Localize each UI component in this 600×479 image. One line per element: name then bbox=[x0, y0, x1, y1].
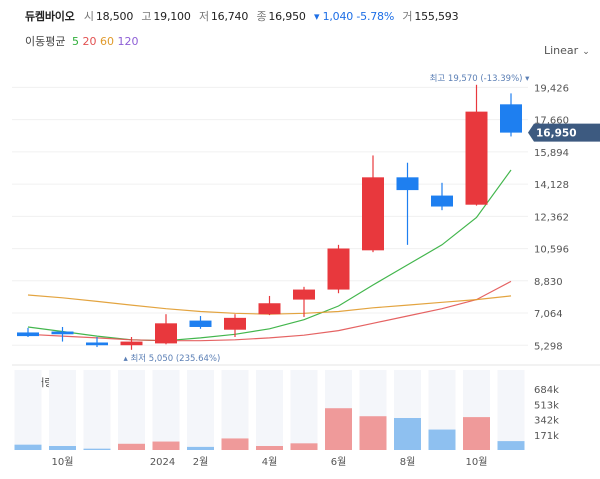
x-axis-tick: 2024 bbox=[150, 457, 175, 468]
candle-body[interactable] bbox=[362, 177, 384, 251]
x-axis-tick: 8월 bbox=[400, 456, 416, 468]
candle-body[interactable] bbox=[293, 289, 315, 300]
volume-column-bg bbox=[118, 370, 145, 450]
candle-body[interactable] bbox=[500, 104, 522, 133]
price-axis-tick: 7,064 bbox=[534, 309, 563, 320]
price-axis-tick: 10,596 bbox=[534, 245, 569, 256]
candle-body[interactable] bbox=[189, 320, 212, 327]
volume-bar[interactable] bbox=[497, 441, 525, 450]
volume-bar[interactable] bbox=[187, 446, 214, 450]
volume-axis-tick: 171k bbox=[534, 431, 559, 442]
low-price-annotation: ▴ 최저 5,050 (235.64%) bbox=[124, 353, 221, 364]
scale-mode-dropdown[interactable]: Linear ⌄ bbox=[544, 44, 590, 57]
open-label: 시 bbox=[83, 10, 94, 23]
volume-value: 155,593 bbox=[414, 10, 459, 23]
candle-body[interactable] bbox=[86, 342, 108, 346]
candle-body[interactable] bbox=[258, 303, 281, 315]
volume-label: 거 bbox=[402, 10, 413, 23]
ma-20-line bbox=[27, 280, 512, 342]
close-value: 16,950 bbox=[268, 10, 306, 23]
volume-bar[interactable] bbox=[83, 448, 111, 450]
x-axis-tick: 10월 bbox=[52, 456, 74, 468]
volume-bar[interactable] bbox=[221, 438, 249, 450]
volume-column-bg bbox=[152, 370, 180, 450]
volume-column-bg bbox=[221, 370, 249, 450]
volume-bar[interactable] bbox=[325, 408, 352, 450]
volume-bar[interactable] bbox=[118, 443, 145, 450]
candle-body[interactable] bbox=[224, 317, 246, 330]
volume-bar[interactable] bbox=[463, 417, 490, 450]
close-label: 종 bbox=[256, 10, 267, 23]
volume-bar[interactable] bbox=[256, 446, 283, 450]
price-axis-tick: 14,128 bbox=[534, 180, 569, 191]
current-price-label: 16,950 bbox=[536, 128, 577, 140]
open-value: 18,500 bbox=[95, 10, 134, 23]
low-label: 저 bbox=[198, 10, 209, 23]
low-value: 16,740 bbox=[210, 10, 249, 23]
price-axis-tick: 8,830 bbox=[534, 277, 563, 288]
chart-header: 듀켐바이오 시 18,500 고 19,100 저 16,740 종 16,950 ▾ … bbox=[0, 0, 600, 60]
volume-bar[interactable] bbox=[152, 441, 180, 450]
volume-axis-tick: 684k bbox=[534, 385, 559, 396]
volume-column-bg bbox=[83, 370, 111, 450]
price-summary: 듀켐바이오 시 18,500 고 19,100 저 16,740 종 16,950 ▾ … bbox=[25, 8, 463, 24]
volume-bar[interactable] bbox=[359, 416, 387, 450]
volume-bar[interactable] bbox=[49, 446, 76, 450]
price-axis-tick: 19,426 bbox=[534, 83, 569, 94]
candle-body[interactable] bbox=[17, 332, 39, 337]
chevron-down-icon: ⌄ bbox=[582, 47, 590, 57]
price-axis-tick: 12,362 bbox=[534, 212, 569, 223]
ma-60-legend[interactable]: 60 bbox=[99, 35, 114, 48]
x-axis-tick: 6월 bbox=[331, 456, 347, 468]
ma-5-legend[interactable]: 5 bbox=[71, 35, 79, 48]
ma-20-legend[interactable]: 20 bbox=[82, 35, 97, 48]
candle-body[interactable] bbox=[465, 111, 488, 205]
volume-column-bg bbox=[497, 370, 525, 450]
volume-column-bg bbox=[256, 370, 283, 450]
price-axis-tick: 5,298 bbox=[534, 341, 563, 352]
current-price-tag bbox=[528, 123, 600, 142]
moving-average-legend: 이동평균 5 20 60 120 bbox=[25, 33, 138, 49]
x-axis-tick: 2월 bbox=[193, 456, 209, 468]
ma-120-legend[interactable]: 120 bbox=[117, 35, 139, 48]
volume-column-bg bbox=[14, 370, 42, 450]
candle-body[interactable] bbox=[327, 248, 350, 290]
candle-body[interactable] bbox=[431, 195, 453, 207]
ma-5-line bbox=[27, 169, 512, 342]
candle-body[interactable] bbox=[51, 331, 74, 335]
candle-body[interactable] bbox=[396, 177, 419, 191]
price-axis-tick: 15,894 bbox=[534, 148, 569, 159]
high-value: 19,100 bbox=[153, 10, 191, 23]
high-label: 고 bbox=[141, 10, 152, 23]
volume-bar[interactable] bbox=[394, 418, 421, 450]
volume-column-bg bbox=[49, 370, 76, 450]
volume-axis-tick: 513k bbox=[534, 400, 559, 411]
scale-mode-label: Linear bbox=[544, 44, 579, 57]
price-axis-tick: 17,660 bbox=[534, 116, 569, 127]
x-axis-tick: 4월 bbox=[262, 456, 278, 468]
candle-body[interactable] bbox=[155, 323, 177, 344]
price-change: ▾ 1,040 -5.78% bbox=[313, 10, 395, 23]
volume-bar[interactable] bbox=[428, 429, 456, 450]
volume-bar[interactable] bbox=[14, 444, 42, 450]
x-axis-tick: 10월 bbox=[466, 456, 488, 468]
high-price-annotation: 최고 19,570 (-13.39%) ▾ bbox=[430, 73, 531, 84]
candle-body[interactable] bbox=[120, 341, 143, 346]
volume-bar[interactable] bbox=[290, 443, 318, 450]
volume-axis-tick: 342k bbox=[534, 416, 559, 427]
volume-column-bg bbox=[187, 370, 214, 450]
moving-average-title[interactable]: 이동평균 bbox=[25, 35, 66, 48]
volume-column-bg bbox=[290, 370, 318, 450]
stock-name[interactable]: 듀켐바이오 bbox=[25, 10, 75, 23]
